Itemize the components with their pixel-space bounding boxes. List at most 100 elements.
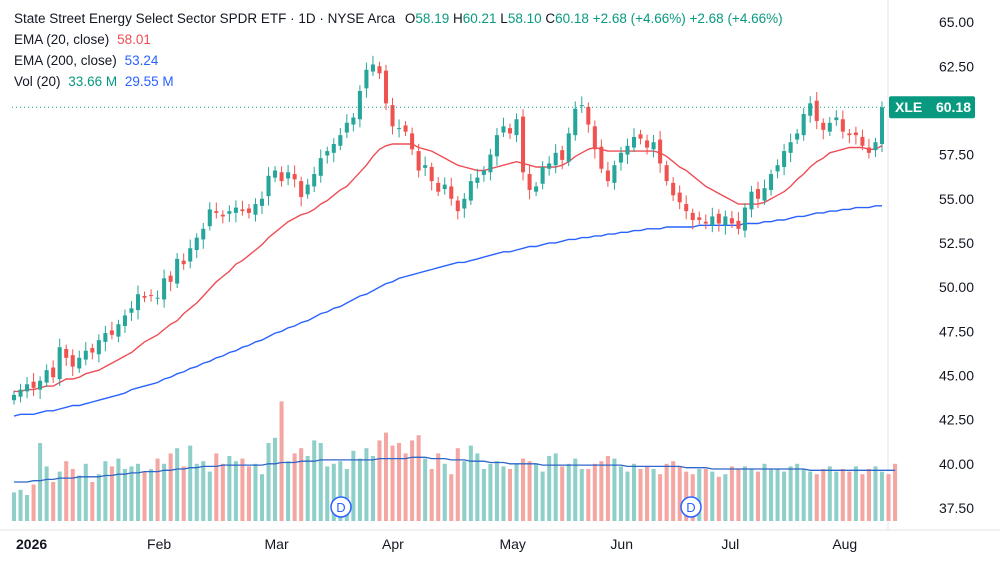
volume-bar	[736, 469, 741, 521]
volume-bar	[840, 469, 845, 521]
volume-bar	[879, 471, 885, 521]
dividend-marker-label: D	[686, 500, 695, 515]
candle-body	[664, 165, 669, 182]
candle-body	[586, 106, 591, 125]
volume-bar	[645, 466, 650, 521]
candle-body	[455, 200, 460, 212]
volume-bar	[481, 469, 486, 521]
candle-body	[273, 170, 278, 178]
x-tick-label: Aug	[832, 536, 857, 552]
candle-body	[775, 165, 780, 172]
candle-body	[220, 214, 225, 217]
volume-bar	[697, 469, 702, 521]
candle-body	[684, 204, 689, 212]
candle-body	[723, 216, 728, 226]
volume-bar	[873, 466, 878, 521]
ema200-row[interactable]: EMA (200, close) 53.24	[14, 50, 783, 71]
candle-body	[827, 122, 832, 132]
low-value: 58.10	[507, 11, 542, 26]
volume-bar	[246, 466, 251, 521]
volume-bar	[338, 461, 343, 521]
candle-body	[416, 151, 421, 171]
dividend-marker-icon[interactable]	[680, 496, 702, 518]
volume-value: 33.66 M	[68, 74, 118, 89]
candle-body	[149, 295, 154, 297]
volume-bar	[273, 437, 278, 521]
volume-bar	[397, 443, 402, 521]
x-tick-label: Apr	[382, 536, 404, 552]
volume-bar	[168, 453, 173, 521]
volume-bar	[201, 461, 206, 521]
candle-body	[547, 163, 552, 169]
candle-body	[879, 107, 885, 144]
candle-body	[501, 126, 506, 133]
candle-body	[390, 105, 395, 127]
volume-bar	[658, 474, 663, 521]
candle-body	[83, 350, 88, 360]
candle-body	[808, 103, 813, 116]
volume-bar	[70, 469, 75, 521]
candle-body	[749, 191, 754, 210]
candle-body	[436, 182, 441, 192]
volume-bar	[651, 469, 656, 521]
volume-bar	[31, 484, 36, 521]
candle-body	[351, 117, 356, 125]
candle-body	[57, 347, 62, 380]
volume-bar	[599, 461, 604, 521]
candle-body	[77, 357, 82, 369]
volume-bar	[351, 450, 356, 521]
chart-legend: State Street Energy Select Sector SPDR E…	[14, 8, 783, 92]
volume-bar	[521, 458, 526, 521]
candle-body	[801, 113, 806, 136]
y-tick-label: 37.50	[939, 500, 974, 516]
candle-body	[671, 182, 676, 196]
candle-body	[866, 147, 871, 153]
volume-bar	[729, 466, 734, 521]
candle-body	[494, 135, 499, 157]
ema20-label: EMA (20, close)	[14, 32, 110, 47]
volume-bar	[64, 461, 69, 521]
candle-body	[625, 145, 630, 155]
ema20-row[interactable]: EMA (20, close) 58.01	[14, 29, 783, 50]
dividend-marker-icon[interactable]	[330, 496, 352, 518]
candle-body	[736, 220, 741, 229]
volume-bar	[573, 458, 578, 521]
candle-body	[96, 340, 101, 355]
ema200-line	[13, 205, 882, 417]
candle-body	[312, 174, 317, 187]
candle-body	[44, 370, 49, 383]
volume-bar	[233, 461, 238, 521]
volume-bar	[77, 475, 82, 521]
volume-bar	[775, 469, 780, 521]
volume-row[interactable]: Vol (20) 33.66 M 29.55 M	[14, 71, 783, 92]
candle-body	[821, 122, 826, 130]
volume-bar	[357, 458, 362, 521]
volume-bar	[853, 466, 858, 521]
volume-bar	[266, 443, 271, 521]
volume-bar	[886, 474, 891, 521]
y-tick-label: 55.00	[939, 191, 974, 207]
candle-body	[194, 237, 199, 251]
candle-body	[240, 209, 245, 212]
volume-bar	[605, 456, 610, 521]
candle-body	[592, 126, 597, 150]
volume-bar	[534, 463, 539, 521]
candle-body	[25, 384, 30, 392]
candle-body	[338, 135, 343, 146]
volume-bar	[769, 469, 774, 521]
candle-body	[11, 394, 17, 401]
symbol-title[interactable]: State Street Energy Select Sector SPDR E…	[14, 11, 396, 26]
volume-bar	[370, 456, 375, 521]
candle-body	[560, 150, 565, 160]
volume-bar	[664, 463, 669, 521]
volume-bar	[866, 469, 871, 521]
volume-bar	[814, 474, 819, 521]
candle-body	[481, 170, 486, 175]
volume-bar	[286, 461, 291, 521]
candle-body	[742, 207, 747, 231]
volume-bar	[383, 432, 389, 521]
candle-body	[540, 166, 545, 184]
candle-body	[769, 174, 774, 190]
